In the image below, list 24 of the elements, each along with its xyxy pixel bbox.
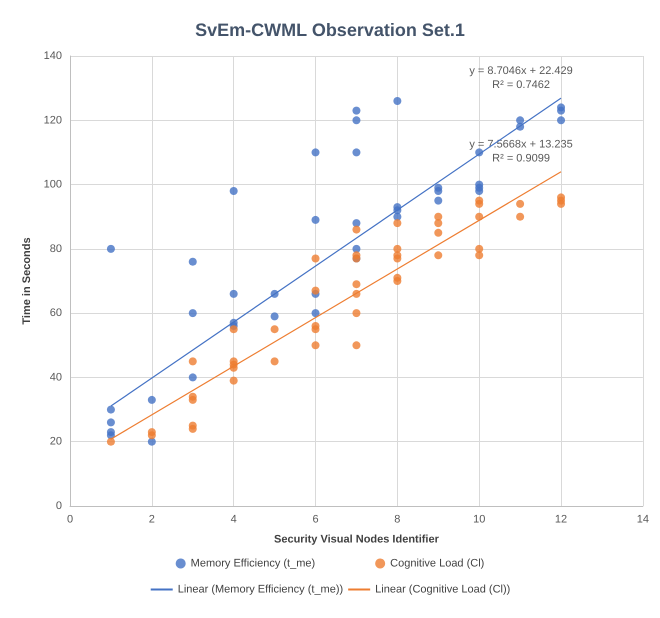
- x-tick-label: 4: [230, 514, 237, 526]
- x-tick-label: 12: [554, 514, 568, 526]
- legend-label: Memory Efficiency (t_me): [190, 558, 316, 570]
- legend-label: Linear (Cognitive Load (Cl)): [375, 584, 510, 596]
- y-tick-label: 40: [50, 371, 62, 384]
- annotation: y = 8.7046x + 22.429 R² = 0.7462: [469, 65, 573, 92]
- y-tick-label: 120: [44, 114, 62, 126]
- y-tick-label: 140: [44, 50, 62, 62]
- legend-label: Cognitive Load (Cl): [390, 558, 484, 570]
- x-tick-label: 14: [636, 514, 650, 526]
- x-tick-label: 10: [473, 514, 486, 526]
- x-tick-label: 0: [66, 514, 74, 526]
- chart-title: SvEm-CWML Observation Set.1: [195, 20, 465, 40]
- y-tick-label: 20: [50, 436, 62, 448]
- y-axis-title: Time in Seconds: [21, 237, 34, 325]
- y-tick-label: 80: [50, 242, 62, 255]
- x-axis-title: Security Visual Nodes Identifier: [274, 534, 440, 546]
- x-tick-label: 2: [148, 514, 155, 526]
- x-tick-label: 8: [394, 514, 400, 526]
- y-tick-label: 0: [56, 500, 62, 512]
- y-tick-label: 100: [44, 178, 62, 191]
- legend-label: Linear (Memory Efficiency (t_me)): [178, 584, 344, 596]
- y-tick-label: 60: [50, 307, 62, 320]
- x-tick-label: 6: [312, 514, 319, 526]
